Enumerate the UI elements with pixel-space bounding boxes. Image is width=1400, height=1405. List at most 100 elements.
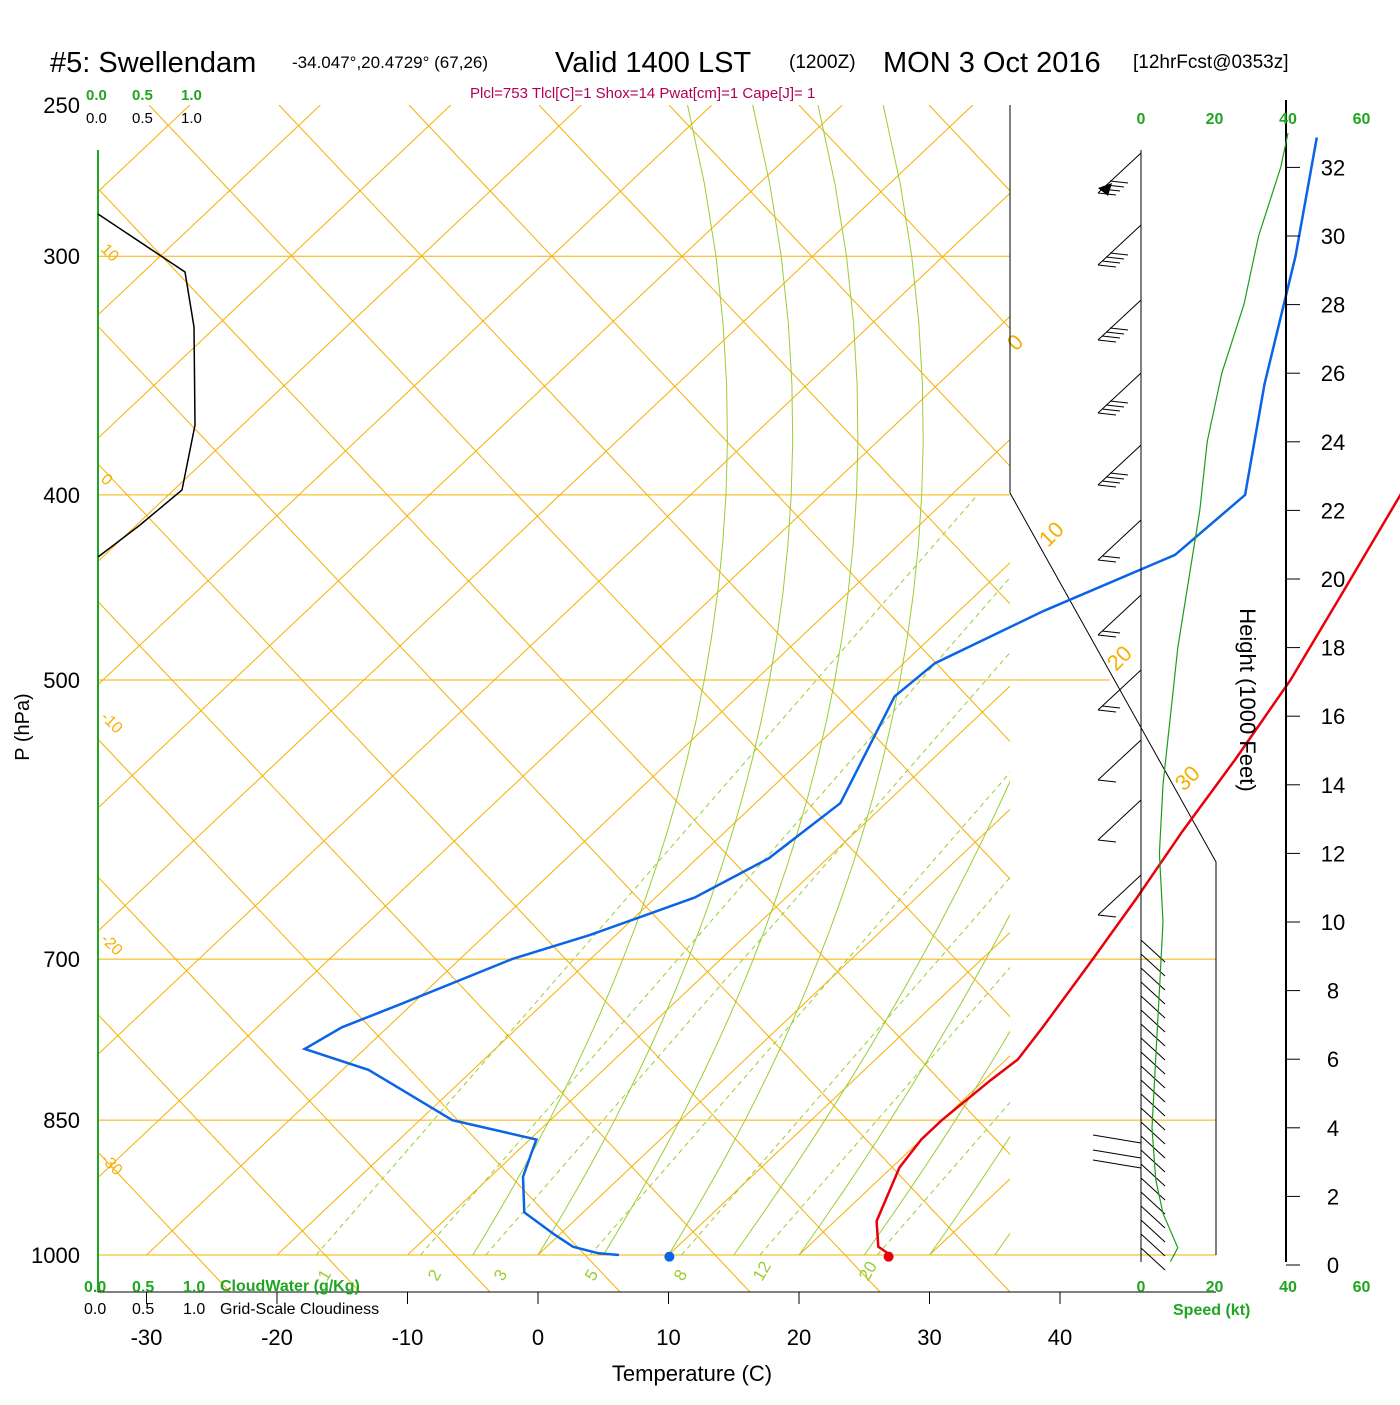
cloud-bottom-green-2: 1.0: [183, 1279, 205, 1296]
wind-barb-staff: [1098, 520, 1141, 560]
wind-barb-low-long: [1093, 1160, 1141, 1168]
cloud-bottom-green-0: 0.0: [84, 1279, 106, 1296]
pressure-tick-label: 400: [43, 483, 80, 508]
dry-adiabat-line: [279, 105, 1400, 1292]
height-tick-label: 22: [1321, 498, 1345, 523]
dry-adiabat-line: [0, 105, 1010, 1292]
wind-barb-low: [1141, 1220, 1165, 1242]
dry-adiabat-lines: [0, 105, 1400, 1292]
forecast-run: [12hrFcst@0353z]: [1133, 52, 1289, 73]
height-tick-label: 30: [1321, 224, 1345, 249]
height-tick-label: 8: [1327, 979, 1339, 1004]
wind-barb-low: [1141, 1066, 1165, 1088]
wind-barb-feather: [1102, 556, 1120, 558]
wind-barb-staff: [1098, 875, 1141, 915]
wind-barb-staff: [1098, 740, 1141, 780]
cloud-bottom-black-ticks: 0.0 0.5 1.0 Grid-Scale Cloudiness: [84, 1301, 379, 1318]
cloud-top-green-0: 0.0: [86, 87, 107, 104]
isotherm-label: 20: [1102, 641, 1137, 676]
dry-adiabat-line: [669, 105, 1400, 1292]
wind-barb-feather: [1110, 328, 1128, 330]
wind-barb-staff: [1098, 800, 1141, 840]
pressure-tick-label: 850: [43, 1108, 80, 1133]
cloud-top-black-ticks: 0.0 0.5 1.0: [86, 110, 202, 127]
x-tick-label: 20: [787, 1325, 811, 1350]
wind-barb-feather: [1098, 635, 1116, 637]
dry-adiabat-label: -20: [97, 931, 125, 959]
mixing-ratio-label: 20: [855, 1258, 881, 1284]
mixing-ratio-label: 8: [670, 1266, 691, 1284]
wind-barb-low: [1141, 1038, 1165, 1060]
cloud-bottom-green-ticks: 0.0 0.5 1.0 CloudWater (g/Kg): [84, 1278, 360, 1296]
cloud-bottom-black-0: 0.0: [84, 1301, 106, 1318]
cloud-top-black-1: 0.5: [132, 110, 153, 127]
speed-tick-bottom-40: 40: [1279, 1279, 1297, 1296]
isotherm-label: 30: [1170, 761, 1205, 796]
mixing-ratio-line: [316, 495, 977, 1255]
wind-barb-low: [1141, 1192, 1165, 1214]
cloud-top-green-1: 0.5: [132, 87, 153, 104]
speed-tick-bottom-0: 0: [1137, 1279, 1146, 1296]
wind-barb-staff: [1098, 670, 1141, 710]
wind-barb-feather: [1098, 560, 1116, 562]
height-tick-label: 26: [1321, 361, 1345, 386]
wind-barb-feather: [1098, 915, 1116, 917]
height-tick-label: 2: [1327, 1184, 1339, 1209]
wind-barb-staff: [1098, 595, 1141, 635]
mixing-ratio-label: 2: [424, 1266, 445, 1284]
wind-barb-feather: [1110, 401, 1128, 403]
dry-adiabat-line: [0, 105, 230, 1292]
dry-adiabat-line: [0, 105, 750, 1292]
speed-axis-title: Speed (kt): [1173, 1302, 1250, 1319]
cloud-bottom-black-2: 1.0: [183, 1301, 205, 1318]
height-axis-title: Height (1000 Feet): [1235, 608, 1260, 791]
mixing-ratio-label: 12: [749, 1258, 775, 1284]
valid-time: Valid 1400 LST: [555, 47, 751, 79]
x-tick-label: 0: [532, 1325, 544, 1350]
height-tick-label: 14: [1321, 773, 1345, 798]
station-coords: -34.047°,20.4729° (67,26): [292, 53, 488, 72]
cloudiness-label: Grid-Scale Cloudiness: [220, 1301, 379, 1318]
pressure-tick-label: 250: [43, 93, 80, 118]
wind-barb-low: [1141, 1150, 1165, 1172]
utc-time: (1200Z): [789, 52, 856, 73]
wind-barb-feather: [1110, 181, 1128, 183]
wind-barb-feather: [1106, 405, 1124, 407]
height-tick-label: 24: [1321, 430, 1345, 455]
wind-barb-low: [1141, 1248, 1165, 1270]
wind-barb-low: [1141, 1164, 1165, 1186]
height-tick-label: 6: [1327, 1047, 1339, 1072]
isobar-lines: [98, 256, 1216, 1255]
temperature-profile-surface-marker: [884, 1252, 894, 1262]
wind-barb-low: [1141, 1206, 1165, 1228]
wind-barb-low: [1141, 982, 1165, 1004]
cloud-top-green-ticks: 0.0 0.5 1.0: [86, 87, 202, 104]
isotherm-line: [1191, 105, 1400, 1255]
height-tick-label: 20: [1321, 567, 1345, 592]
wind-barb-low: [1141, 996, 1165, 1018]
wind-barb-feather: [1106, 332, 1124, 334]
wind-speed-line: [1152, 133, 1288, 1262]
wind-barb-feather: [1102, 481, 1120, 483]
speed-tick-top-0: 0: [1137, 111, 1146, 128]
dry-adiabat-line: [799, 105, 1400, 1292]
x-tick-label: 40: [1048, 1325, 1072, 1350]
wind-barb-low-long: [1093, 1150, 1141, 1158]
cloudwater-label: CloudWater (g/Kg): [220, 1278, 360, 1295]
x-tick-label: -10: [392, 1325, 424, 1350]
dry-adiabat-label: -10: [97, 709, 125, 737]
pressure-tick-label: 1000: [31, 1243, 80, 1268]
speed-tick-top-20: 20: [1206, 111, 1224, 128]
dewpoint-profile-surface-marker: [664, 1252, 674, 1262]
wind-barb-low: [1141, 1024, 1165, 1046]
plot-right-boundary: [1010, 493, 1216, 1255]
wind-barb-feather: [1110, 473, 1128, 475]
y-axis-title: P (hPa): [12, 693, 34, 760]
wind-barb-feather: [1098, 840, 1116, 842]
wind-barbs: [1093, 153, 1165, 1270]
cloud-top-green-2: 1.0: [181, 87, 202, 104]
dry-adiabat-line: [149, 105, 1270, 1292]
mixing-ratio-line: [421, 495, 1082, 1255]
